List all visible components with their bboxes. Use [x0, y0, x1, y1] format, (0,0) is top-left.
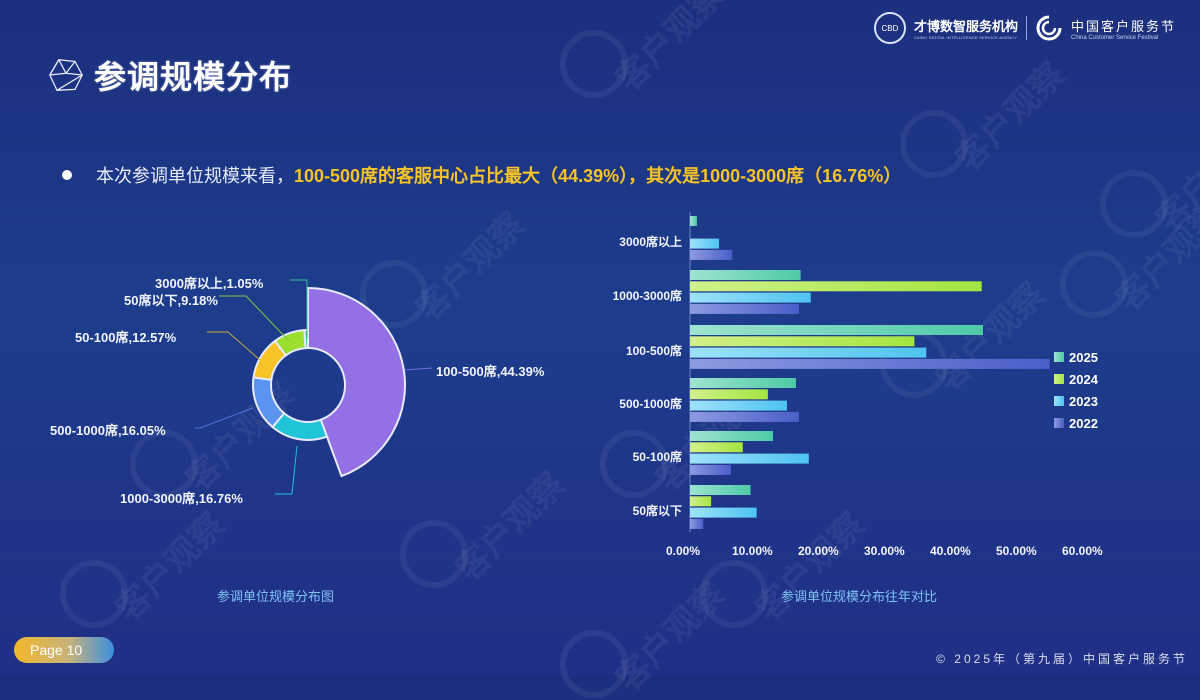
bar-2024[interactable]	[690, 389, 768, 400]
bar-2023[interactable]	[690, 400, 788, 411]
bar-2024[interactable]	[690, 496, 712, 507]
polyhedron-icon	[49, 59, 83, 91]
bar-2025[interactable]	[690, 216, 697, 226]
legend-item-2022[interactable]: 2022	[1054, 412, 1098, 434]
bar-chart-caption: 参调单位规模分布往年对比	[781, 589, 938, 604]
x-tick-label: 50.00%	[996, 544, 1037, 558]
x-tick-label: 10.00%	[732, 544, 773, 558]
page-header: 参调规模分布	[48, 52, 292, 98]
category-label: 3000席以上	[619, 235, 682, 249]
x-tick-label: 60.00%	[1062, 544, 1103, 558]
bar-2023[interactable]	[690, 453, 809, 464]
legend-label: 2022	[1069, 415, 1098, 431]
donut-slice-label: 3000席以上,1.05%	[155, 276, 264, 291]
legend-swatch-icon	[1054, 396, 1064, 406]
bar-2024[interactable]	[690, 336, 915, 347]
donut-slice-label: 50-100席,12.57%	[75, 330, 177, 345]
ccsf-logo: 中国客户服务节 China Customer Service Festival	[1071, 16, 1176, 41]
caibo-logo-name: 才博数智服务机构	[913, 19, 1018, 34]
page-title: 参调规模分布	[94, 59, 293, 95]
legend-swatch-icon	[1054, 418, 1064, 428]
donut-slice-label: 50席以下,9.18%	[124, 293, 218, 308]
ccsf-logo-name: 中国客户服务节	[1070, 18, 1176, 34]
bar-2022[interactable]	[690, 303, 799, 314]
legend-swatch-icon	[1054, 374, 1064, 384]
x-tick-label: 0.00%	[666, 544, 701, 558]
ccsf-logo-sub: China Customer Service Festival	[1070, 34, 1159, 41]
leader-line	[290, 279, 308, 338]
legend-item-2023[interactable]: 2023	[1054, 390, 1098, 412]
donut-slice[interactable]	[307, 286, 406, 478]
donut-slice-label: 500-1000席,16.05%	[50, 423, 166, 438]
x-tick-label: 30.00%	[864, 544, 905, 558]
caibo-logo-sub: CAIBO DIGITAL INTELLIGENCE SERVICE AGENC…	[913, 35, 1018, 40]
swirl-logo-icon	[1036, 15, 1062, 41]
category-label: 50席以下	[632, 504, 682, 518]
leader-line	[207, 331, 261, 361]
bar-2025[interactable]	[690, 431, 773, 441]
bar-2024[interactable]	[690, 281, 982, 292]
bar-chart	[689, 212, 1050, 532]
category-label: 500-1000席	[619, 397, 682, 411]
brand-logos: CBD 才博数智服务机构 CAIBO DIGITAL INTELLIGENCE …	[873, 12, 1176, 44]
category-label: 100-500席	[625, 344, 682, 358]
caibo-logo-icon: CBD	[873, 12, 906, 44]
leader-line	[195, 407, 254, 429]
bullet-dot-icon	[62, 170, 72, 180]
bar-2023[interactable]	[690, 238, 720, 249]
legend-label: 2025	[1069, 349, 1098, 365]
bar-2025[interactable]	[690, 270, 801, 280]
legend-label: 2024	[1069, 371, 1098, 387]
donut-slice-label: 100-500席,44.39%	[436, 364, 545, 379]
category-label: 50-100席	[632, 450, 682, 464]
x-tick-label: 20.00%	[798, 544, 839, 558]
summary-highlight: 100-500席的客服中心占比最大（44.39%），其次是1000-3000席（…	[294, 166, 902, 186]
donut-chart-caption: 参调单位规模分布图	[217, 589, 335, 604]
bar-2022[interactable]	[690, 518, 704, 529]
summary-prefix: 本次参调单位规模来看，	[96, 166, 294, 186]
bar-2022[interactable]	[690, 358, 1050, 369]
legend-swatch-icon	[1054, 352, 1064, 362]
legend-item-2024[interactable]: 2024	[1054, 368, 1098, 390]
bar-2023[interactable]	[690, 507, 757, 518]
page-number: Page 10	[30, 642, 83, 658]
bar-2022[interactable]	[690, 464, 731, 475]
bar-2022[interactable]	[690, 411, 799, 422]
bar-2024[interactable]	[690, 442, 743, 453]
bar-2022[interactable]	[690, 249, 733, 260]
copyright: © 2025年（第九届）中国客户服务节	[936, 652, 1188, 666]
bar-2025[interactable]	[690, 325, 983, 335]
leader-line	[404, 367, 433, 371]
legend-item-2025[interactable]: 2025	[1054, 346, 1098, 368]
bar-2025[interactable]	[690, 485, 751, 495]
bar-2023[interactable]	[690, 347, 927, 358]
category-label: 1000-3000席	[612, 289, 682, 303]
caibo-logo: 才博数智服务机构 CAIBO DIGITAL INTELLIGENCE SERV…	[914, 16, 1018, 40]
page-number-badge: Page 10	[14, 637, 114, 663]
leader-line	[219, 295, 290, 342]
legend-label: 2023	[1069, 393, 1098, 409]
donut-slice-label: 1000-3000席,16.76%	[120, 491, 243, 506]
rose-donut-chart	[195, 279, 433, 495]
bar-2023[interactable]	[690, 292, 811, 303]
logo-divider	[1025, 16, 1027, 40]
x-tick-label: 40.00%	[930, 544, 971, 558]
bar-legend: 2025 2024 2023 2022	[1054, 346, 1098, 434]
bar-2025[interactable]	[690, 378, 796, 388]
summary-bullet: 本次参调单位规模来看， 100-500席的客服中心占比最大（44.39%），其次…	[62, 162, 901, 188]
leader-line	[275, 445, 298, 495]
